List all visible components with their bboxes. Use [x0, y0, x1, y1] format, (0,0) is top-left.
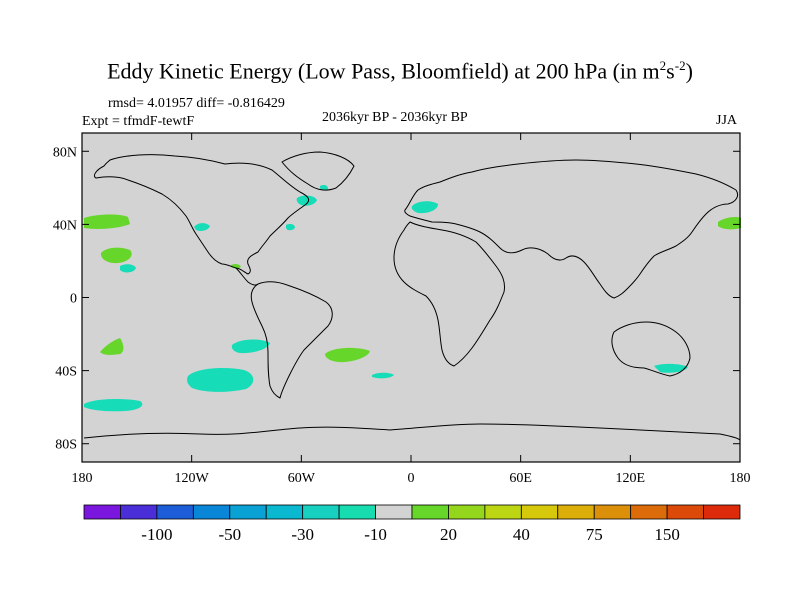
lon-tick-label: 120E — [616, 471, 646, 486]
lon-tick-label: 120W — [175, 471, 210, 486]
experiment-label: Expt = tfmdF-tewtF — [82, 114, 195, 129]
colorbar-label: -10 — [364, 525, 387, 544]
lat-tick-label: 80N — [53, 145, 77, 160]
colorbar: -100 -50 -30 -10 20 40 75 150 — [83, 504, 741, 544]
coast-africa — [393, 221, 505, 367]
colorbar-swatch — [557, 504, 595, 520]
colorbar-swatch — [120, 504, 158, 520]
lon-tick-label: 60E — [509, 471, 532, 486]
anomaly-region — [84, 399, 143, 412]
lat-tick-label: 80S — [55, 438, 77, 453]
anomaly-region — [100, 338, 124, 355]
stats-text: rmsd= 4.01957 diff= -0.816429 — [108, 96, 285, 111]
colorbar-swatch — [229, 504, 267, 520]
season-label: JJA — [716, 113, 738, 128]
lon-tick-label: 180 — [72, 471, 93, 486]
colorbar-swatch — [484, 504, 522, 520]
coast-south-america — [250, 281, 333, 399]
lon-tick-label: 180 — [730, 471, 751, 486]
colorbar-label: -30 — [291, 525, 314, 544]
coast-europe-asia — [404, 159, 739, 299]
plot-title: Eddy Kinetic Energy (Low Pass, Bloomfiel… — [107, 58, 693, 84]
colorbar-swatch — [338, 504, 376, 520]
colorbar-label: 75 — [586, 525, 603, 544]
lat-tick-label: 40S — [55, 365, 77, 380]
colorbar-swatch — [375, 504, 413, 520]
colorbar-swatch — [448, 504, 486, 520]
lon-tick-label: 0 — [408, 471, 415, 486]
colorbar-swatch — [630, 504, 668, 520]
colorbar-swatch — [703, 504, 741, 520]
anomaly-region — [325, 347, 370, 363]
period-label: 2036kyr BP - 2036kyr BP — [322, 110, 468, 125]
colorbar-swatch — [411, 504, 449, 520]
coast-central-america — [235, 267, 259, 286]
lat-tick-label: 40N — [53, 218, 77, 233]
colorbar-swatch — [192, 504, 231, 520]
anomaly-region — [411, 201, 438, 214]
map-axes: 80N 40N 0 40S 80S 180 120W 60W 0 60E 120E 180 — [53, 133, 751, 486]
anomaly-region — [296, 195, 317, 206]
colorbar-label: 150 — [654, 525, 680, 544]
lat-tick-label: 0 — [70, 292, 77, 307]
anomaly-region — [231, 339, 270, 354]
anomaly-region — [286, 224, 295, 231]
map-background — [82, 133, 740, 462]
lon-tick-label: 60W — [288, 471, 316, 486]
anomaly-region — [100, 247, 132, 264]
colorbar-swatch — [265, 504, 304, 520]
colorbar-swatch — [156, 504, 194, 520]
colorbar-label: 40 — [513, 525, 530, 544]
anomaly-region — [320, 185, 328, 191]
anomaly-region — [654, 363, 688, 373]
anomaly-region — [718, 217, 741, 230]
anomaly-region — [120, 264, 136, 273]
anomaly-region — [84, 214, 130, 229]
colorbar-swatch — [520, 504, 559, 520]
coastlines — [83, 151, 741, 441]
colorbar-swatch — [593, 504, 632, 520]
anomaly-region — [372, 372, 394, 379]
coast-antarctica — [83, 423, 741, 441]
anomaly-layer — [84, 185, 741, 412]
colorbar-label: -100 — [141, 525, 172, 544]
map-panel — [81, 132, 741, 463]
anomaly-region — [194, 223, 210, 231]
coast-australia — [611, 321, 691, 377]
colorbar-label: -50 — [218, 525, 241, 544]
colorbar-label: 20 — [440, 525, 457, 544]
coast-north-america — [93, 154, 310, 275]
anomaly-region — [187, 368, 254, 392]
colorbar-swatch — [302, 504, 340, 520]
colorbar-swatch — [83, 504, 121, 520]
colorbar-swatch — [666, 504, 704, 520]
coast-greenland — [281, 151, 355, 191]
